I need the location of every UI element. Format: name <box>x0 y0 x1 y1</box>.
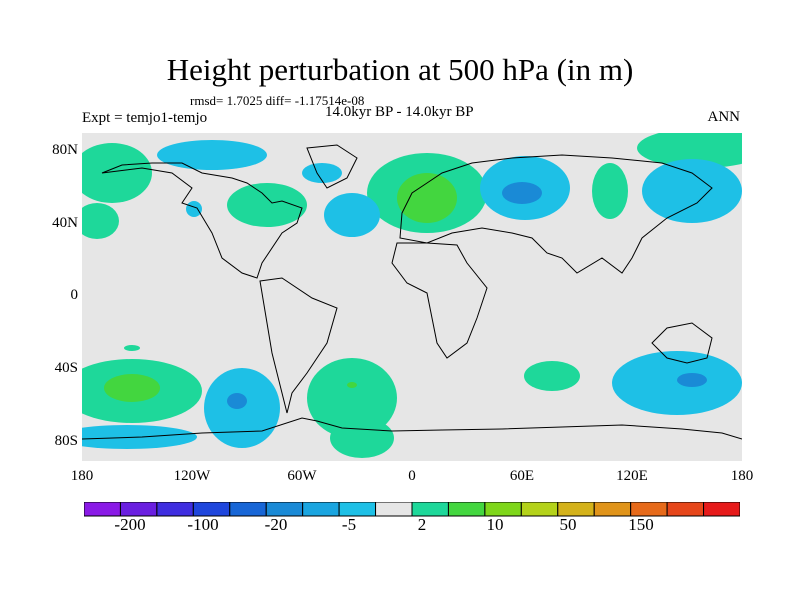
coastlines <box>82 144 742 440</box>
lat-tick-label: 40S <box>54 360 78 376</box>
plot-title: Height perturbation at 500 hPa (in m) <box>166 52 634 87</box>
colorbar-swatch <box>703 502 740 517</box>
lon-tick-label: 0 <box>408 468 416 484</box>
lon-tick-label: 180 <box>70 468 94 484</box>
colorbar-label: -20 <box>264 515 288 534</box>
colorbar-swatch <box>192 502 231 517</box>
colorbar-swatch <box>375 502 413 517</box>
perturbation-contours <box>82 133 742 458</box>
colorbar-label: 2 <box>417 515 427 534</box>
colorbar-swatch <box>229 502 267 517</box>
lat-tick-label: 80N <box>52 142 78 158</box>
season-label: ANN <box>707 109 741 125</box>
period-label: 14.0kyr BP - 14.0kyr BP <box>325 104 474 120</box>
lon-tick-label: 120E <box>616 468 648 484</box>
colorbar-swatch <box>593 502 632 517</box>
colorbar-swatch <box>447 502 486 517</box>
lon-tick-label: 60E <box>509 468 535 484</box>
colorbar-swatch <box>520 502 559 517</box>
colorbar-swatch <box>666 502 705 517</box>
colorbar-swatch <box>156 502 194 517</box>
colorbar-swatch <box>411 502 449 517</box>
colorbar-label: 10 <box>486 515 504 534</box>
colorbar-label: 50 <box>559 515 577 534</box>
colorbar-label: -200 <box>114 515 146 534</box>
rmsd-diff-stats: rmsd= 1.7025 diff= -1.17514e-08 <box>190 93 365 108</box>
lat-tick-label: 40N <box>52 215 78 231</box>
lat-tick-label: 0 <box>70 287 79 303</box>
lon-tick-label: 180 <box>730 468 754 484</box>
colorbar-swatch <box>265 502 304 517</box>
lon-tick-label: 120W <box>173 468 211 484</box>
colorbar-label: -100 <box>187 515 219 534</box>
colorbar-label: 150 <box>628 515 654 534</box>
colorbar-swatch <box>484 502 522 517</box>
experiment-label: Expt = temjo1-temjo <box>82 110 208 126</box>
lon-tick-label: 60W <box>287 468 317 484</box>
colorbar-swatch <box>84 502 121 517</box>
colorbar-swatch <box>302 502 340 517</box>
colorbar-label: -5 <box>341 515 357 534</box>
colorbar-swatch <box>119 502 158 517</box>
lat-tick-label: 80S <box>54 433 78 449</box>
colorbar-swatch <box>630 502 668 517</box>
colorbar <box>84 502 740 517</box>
height-perturbation-map <box>82 133 742 461</box>
colorbar-swatch <box>338 502 377 517</box>
colorbar-swatch <box>557 502 595 517</box>
